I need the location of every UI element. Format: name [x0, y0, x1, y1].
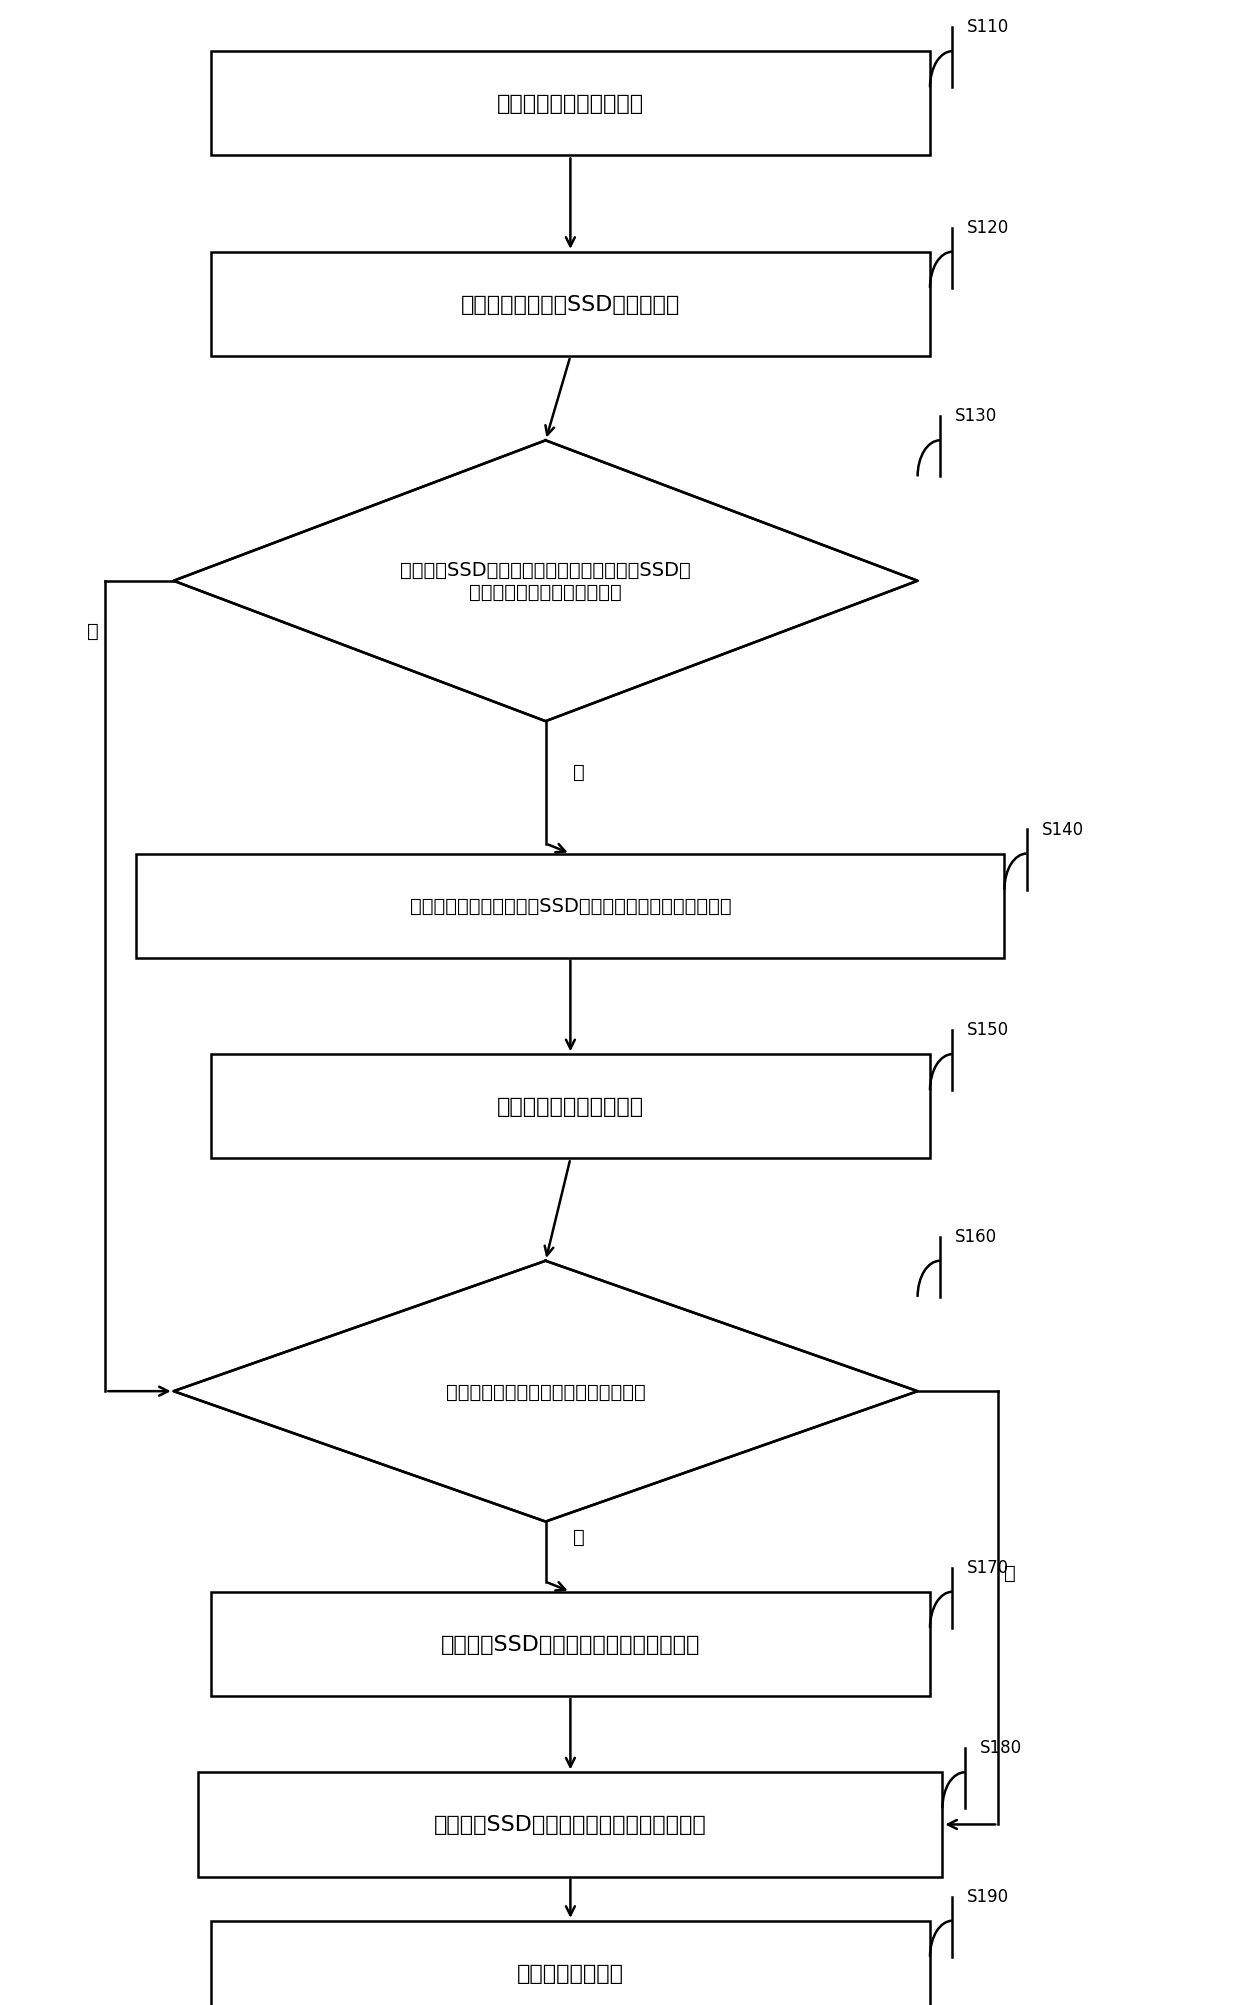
Text: 否: 否	[1004, 1564, 1016, 1582]
Text: 是: 是	[573, 1528, 584, 1546]
Text: S190: S190	[967, 1887, 1009, 1905]
FancyBboxPatch shape	[198, 1772, 942, 1877]
Text: S140: S140	[1042, 820, 1084, 838]
Text: 输出所述处理结果: 输出所述处理结果	[517, 1963, 624, 1983]
Text: 判断所述变量内的不匹配个数是否为零: 判断所述变量内的不匹配个数是否为零	[445, 1381, 646, 1401]
Polygon shape	[174, 1261, 918, 1522]
Text: S130: S130	[955, 407, 997, 425]
Text: 比对所有SSD标识符信息与预设标签，判断SSD标
识符信息与预设标签是否一致: 比对所有SSD标识符信息与预设标签，判断SSD标 识符信息与预设标签是否一致	[401, 561, 691, 602]
Text: S170: S170	[967, 1558, 1009, 1576]
FancyBboxPatch shape	[211, 253, 930, 357]
Text: 初始化变量以及运行环境: 初始化变量以及运行环境	[497, 94, 644, 114]
Text: 是: 是	[88, 622, 99, 640]
Text: S120: S120	[967, 219, 1009, 237]
FancyBboxPatch shape	[211, 1592, 930, 1696]
Text: 发送所有SSD标识符信息匹配成功的通知: 发送所有SSD标识符信息匹配成功的通知	[440, 1634, 701, 1654]
Text: S150: S150	[967, 1021, 1009, 1039]
Text: S180: S180	[980, 1738, 1022, 1756]
Text: S160: S160	[955, 1227, 997, 1245]
Text: 通过循环函数获取SSD标识符信息: 通过循环函数获取SSD标识符信息	[461, 295, 680, 315]
Text: 否: 否	[573, 762, 584, 782]
Text: 发送存在SSD标识符信息匹配不成功的通知: 发送存在SSD标识符信息匹配不成功的通知	[434, 1815, 707, 1835]
FancyBboxPatch shape	[211, 1055, 930, 1159]
Text: 记录与预设标签不一致的SSD标识符信息，以得到处理结果: 记录与预设标签不一致的SSD标识符信息，以得到处理结果	[409, 896, 732, 916]
FancyBboxPatch shape	[136, 854, 1004, 958]
FancyBboxPatch shape	[211, 52, 930, 156]
Text: S110: S110	[967, 18, 1009, 36]
FancyBboxPatch shape	[211, 1921, 930, 2005]
Text: 更新变量内的不匹配个数: 更新变量内的不匹配个数	[497, 1097, 644, 1117]
Polygon shape	[174, 441, 918, 722]
